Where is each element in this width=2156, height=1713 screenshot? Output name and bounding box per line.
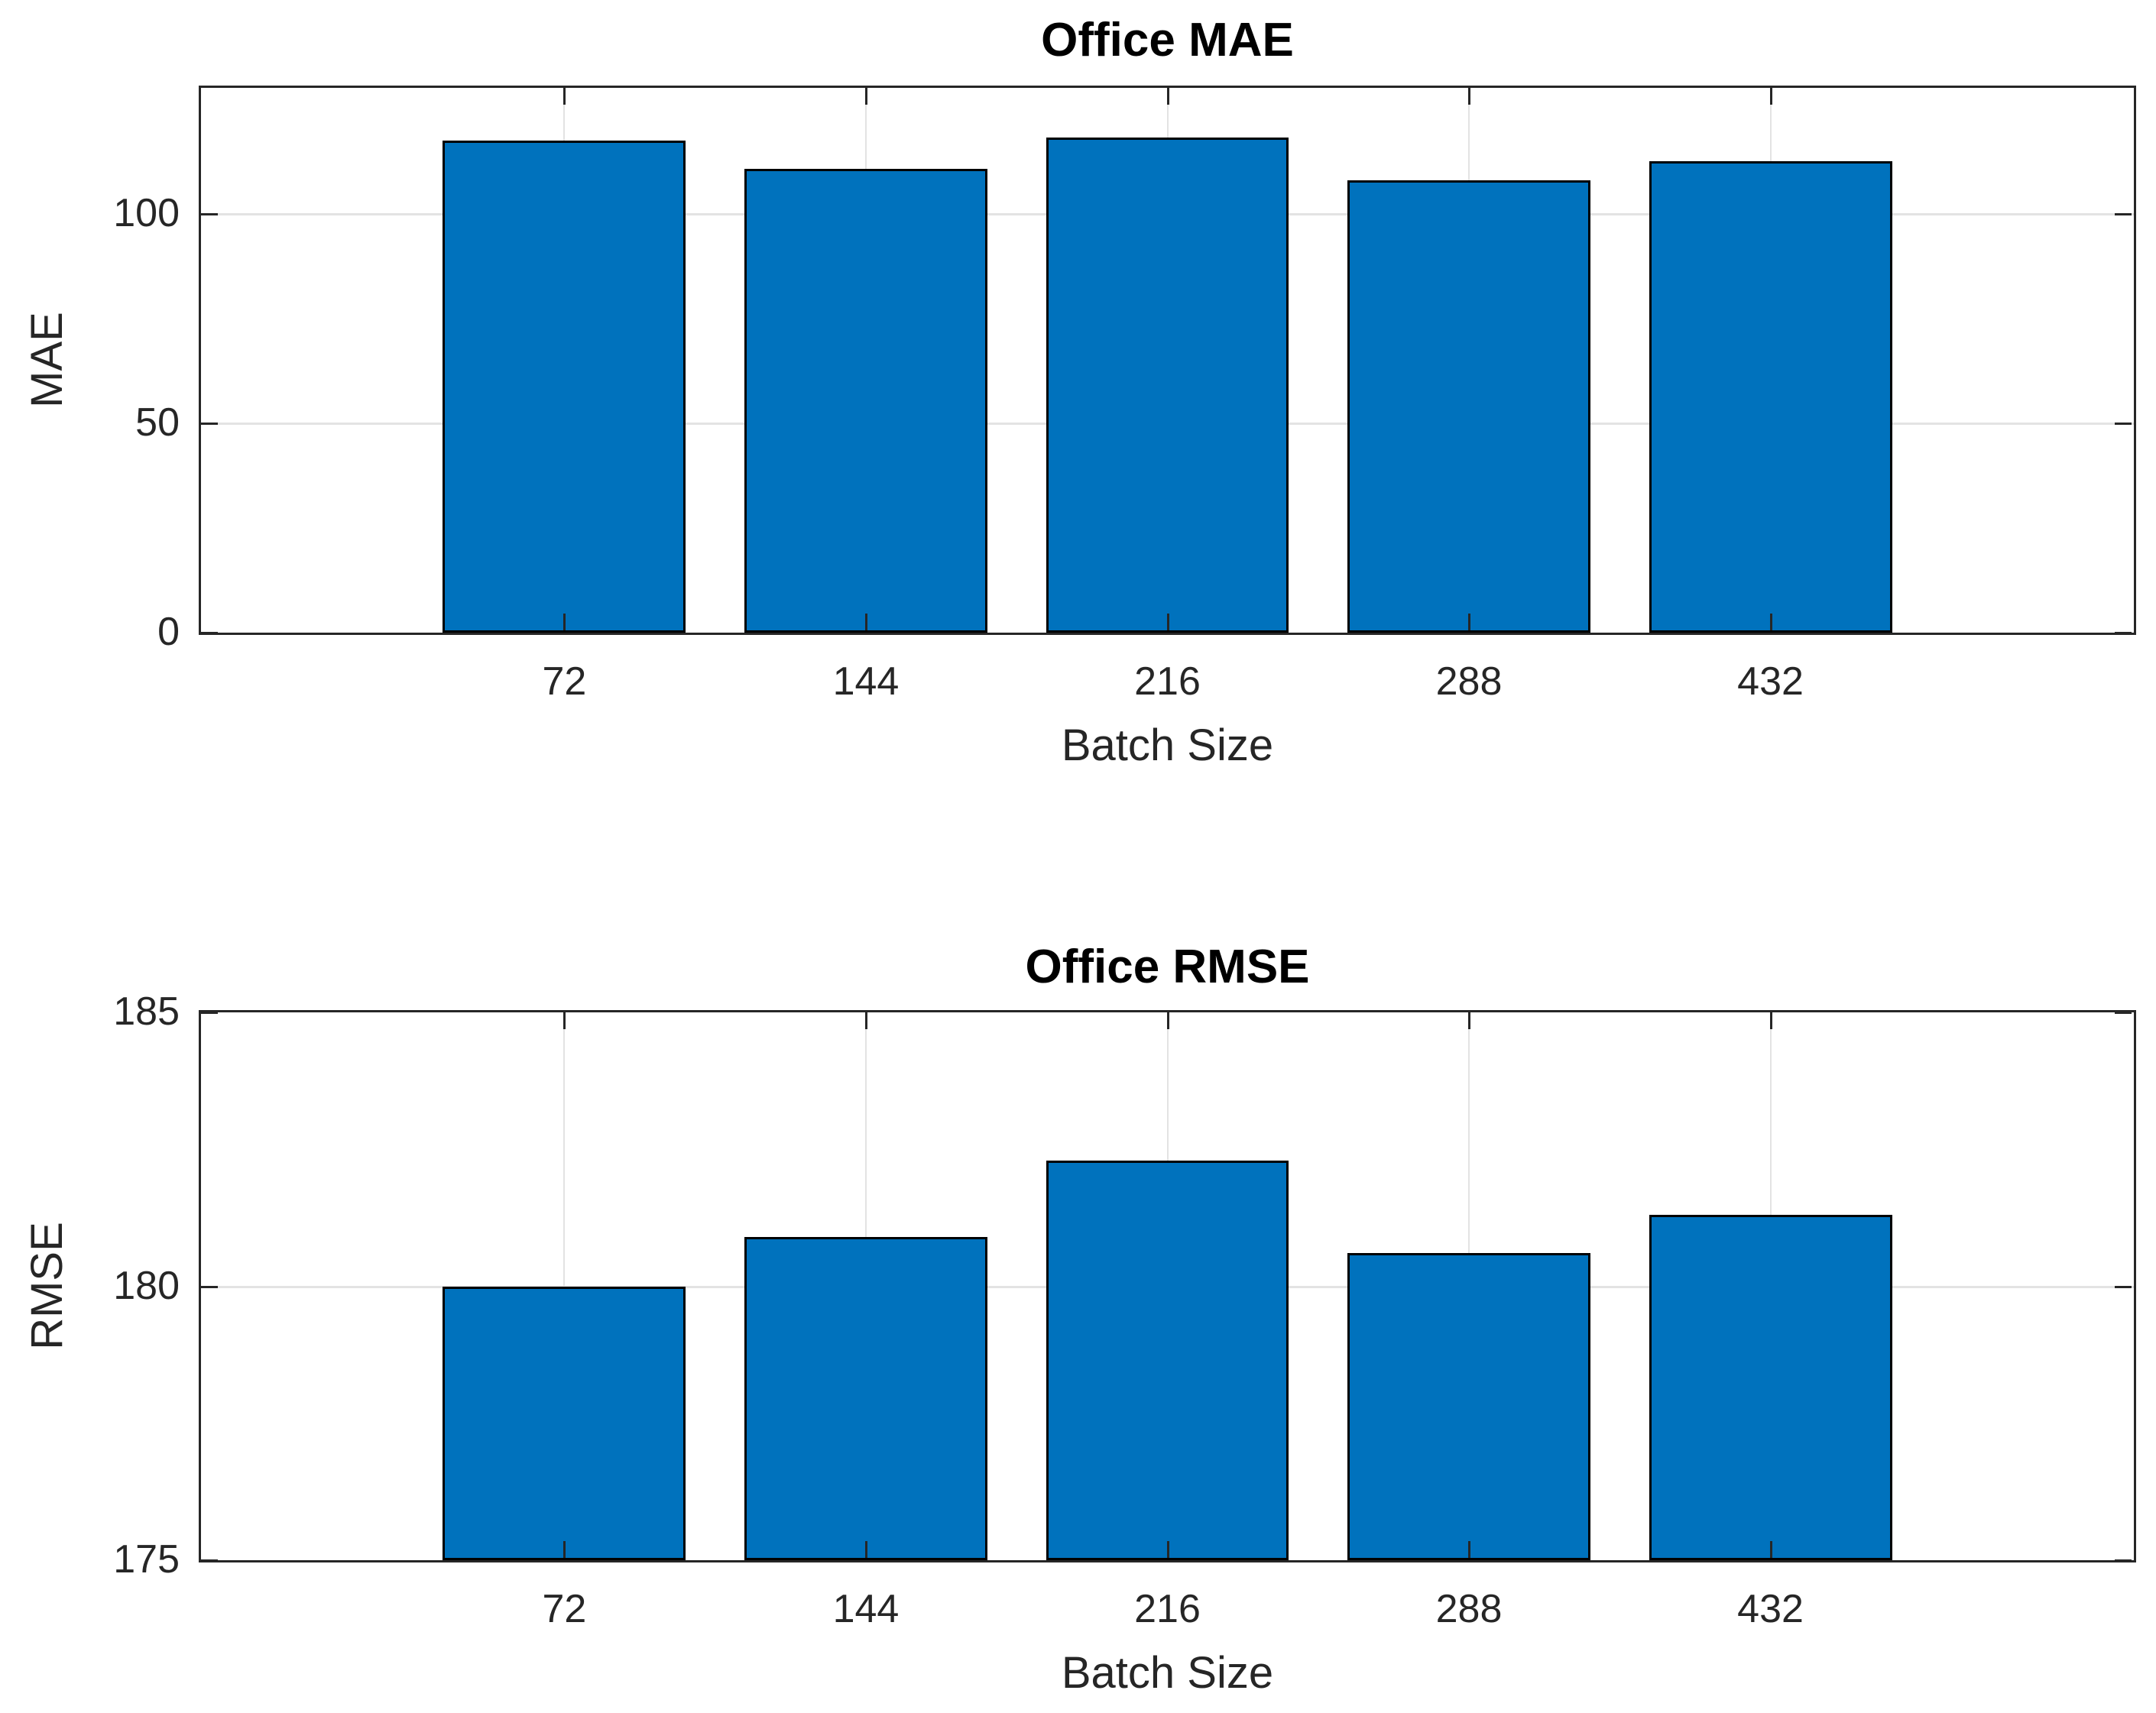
y-tick-mark (201, 1285, 218, 1288)
x-tick-mark-top (864, 88, 867, 105)
x-tick-label: 288 (1435, 659, 1503, 704)
x-tick-mark (864, 1541, 867, 1558)
y-tick-mark (201, 422, 218, 425)
x-tick-mark-top (1166, 88, 1169, 105)
y-tick-label: 175 (113, 1537, 180, 1582)
bar (1347, 180, 1590, 633)
y-axis-label-mae: MAE (22, 312, 72, 408)
x-tick-mark (563, 1541, 566, 1558)
x-tick-mark-top (563, 88, 566, 105)
y-tick-mark-right (2115, 1559, 2132, 1562)
y-tick-label: 0 (157, 610, 180, 654)
y-tick-mark-right (2115, 1012, 2132, 1014)
x-tick-label: 72 (542, 659, 587, 704)
x-tick-mark-top (1769, 1012, 1772, 1029)
bar (1046, 138, 1289, 633)
x-tick-label: 216 (1134, 659, 1201, 704)
y-tick-mark-right (2115, 212, 2132, 215)
x-tick-label: 432 (1737, 1587, 1804, 1631)
x-tick-mark-top (1468, 1012, 1471, 1029)
x-tick-mark (864, 614, 867, 630)
x-tick-mark (1468, 1541, 1471, 1558)
y-tick-mark-right (2115, 1285, 2132, 1288)
bar (744, 169, 987, 633)
x-tick-label: 72 (542, 1587, 587, 1631)
y-tick-mark (201, 632, 218, 634)
chart-title-rmse: Office RMSE (1025, 941, 1310, 993)
bar (1046, 1160, 1289, 1560)
x-tick-mark (1166, 614, 1169, 630)
x-axis-label-rmse: Batch Size (1061, 1648, 1274, 1698)
y-tick-label: 100 (113, 190, 180, 235)
y-tick-label: 185 (113, 989, 180, 1034)
y-tick-mark (201, 212, 218, 215)
x-tick-mark-top (563, 1012, 566, 1029)
y-tick-mark-right (2115, 632, 2132, 634)
y-tick-mark (201, 1012, 218, 1014)
bar (1347, 1253, 1590, 1560)
x-tick-label: 144 (832, 659, 900, 704)
x-tick-mark (1166, 1541, 1169, 1558)
y-tick-label: 50 (135, 400, 180, 445)
bar (1649, 1215, 1892, 1560)
x-tick-label: 288 (1435, 1587, 1503, 1631)
x-tick-mark-top (1166, 1012, 1169, 1029)
bar (443, 1286, 686, 1560)
x-tick-label: 144 (832, 1587, 900, 1631)
x-tick-mark-top (1769, 88, 1772, 105)
y-tick-mark-right (2115, 422, 2132, 425)
x-tick-mark (1769, 614, 1772, 630)
x-tick-mark (563, 614, 566, 630)
x-tick-label: 216 (1134, 1587, 1201, 1631)
chart-title-mae: Office MAE (1041, 14, 1294, 66)
bar (1649, 160, 1892, 633)
bar (443, 141, 686, 633)
plot-area-rmse: 175 180 185 72 144 216 288 432 (113, 992, 2136, 1629)
plot-area-mae: 0 50 100 72 144 216 288 432 (113, 86, 2136, 701)
x-tick-mark-top (864, 1012, 867, 1029)
x-tick-mark (1769, 1541, 1772, 1558)
x-tick-label: 432 (1737, 659, 1804, 704)
x-tick-mark (1468, 614, 1471, 630)
bar (744, 1236, 987, 1560)
x-axis-label-mae: Batch Size (1061, 720, 1274, 770)
y-tick-mark (201, 1559, 218, 1562)
x-tick-mark-top (1468, 88, 1471, 105)
y-tick-label: 180 (113, 1263, 180, 1308)
